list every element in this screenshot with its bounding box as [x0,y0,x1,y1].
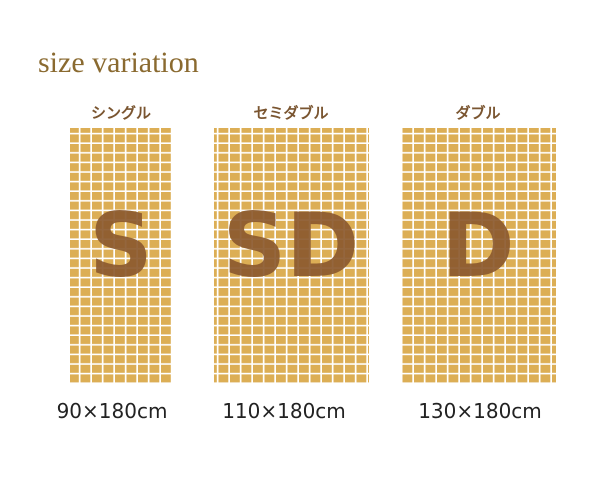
mat-semi-double [214,128,369,383]
item-letter: S [89,194,152,297]
item-size: 110×180cm [222,399,346,423]
mat-single [70,128,172,383]
item-letter: SD [223,194,359,297]
item-name: シングル [91,104,151,122]
item-size: 90×180cm [57,399,168,423]
item-name: ダブル [455,104,500,122]
item-size: 130×180cm [418,399,542,423]
title: size variation [38,46,199,79]
item-letter: D [441,194,514,297]
item-name: セミダブル [253,104,328,122]
mat-double [401,128,556,383]
